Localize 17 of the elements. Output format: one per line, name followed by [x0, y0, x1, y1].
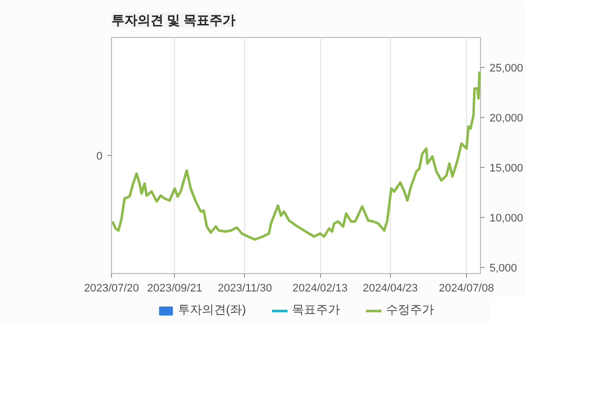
x-tick-label: 2024/07/08 — [438, 282, 494, 294]
x-tick-label: 2024/04/23 — [362, 282, 418, 294]
y-tick-label: 15,000 — [490, 162, 524, 174]
x-tick-label: 2023/09/21 — [147, 282, 202, 294]
legend-label: 수정주가 — [386, 302, 434, 318]
legend-label: 투자의견(좌) — [178, 302, 246, 318]
line-series — [112, 70, 480, 241]
text: 0 — [96, 150, 103, 162]
y-tick-label: 20,000 — [490, 112, 524, 124]
legend-label: 목표주가 — [292, 302, 340, 318]
x-tick-label: 2024/02/13 — [292, 282, 348, 294]
y-tick-label: 5,000 — [490, 262, 518, 274]
x-tick-label: 2023/07/20 — [84, 282, 140, 294]
chart-title: 투자의견 및 목표주가 — [112, 12, 236, 28]
y-tick-label: 10,000 — [490, 212, 524, 224]
y-tick-label: 25,000 — [490, 62, 524, 74]
x-tick-label: 2023/11/30 — [218, 282, 272, 294]
